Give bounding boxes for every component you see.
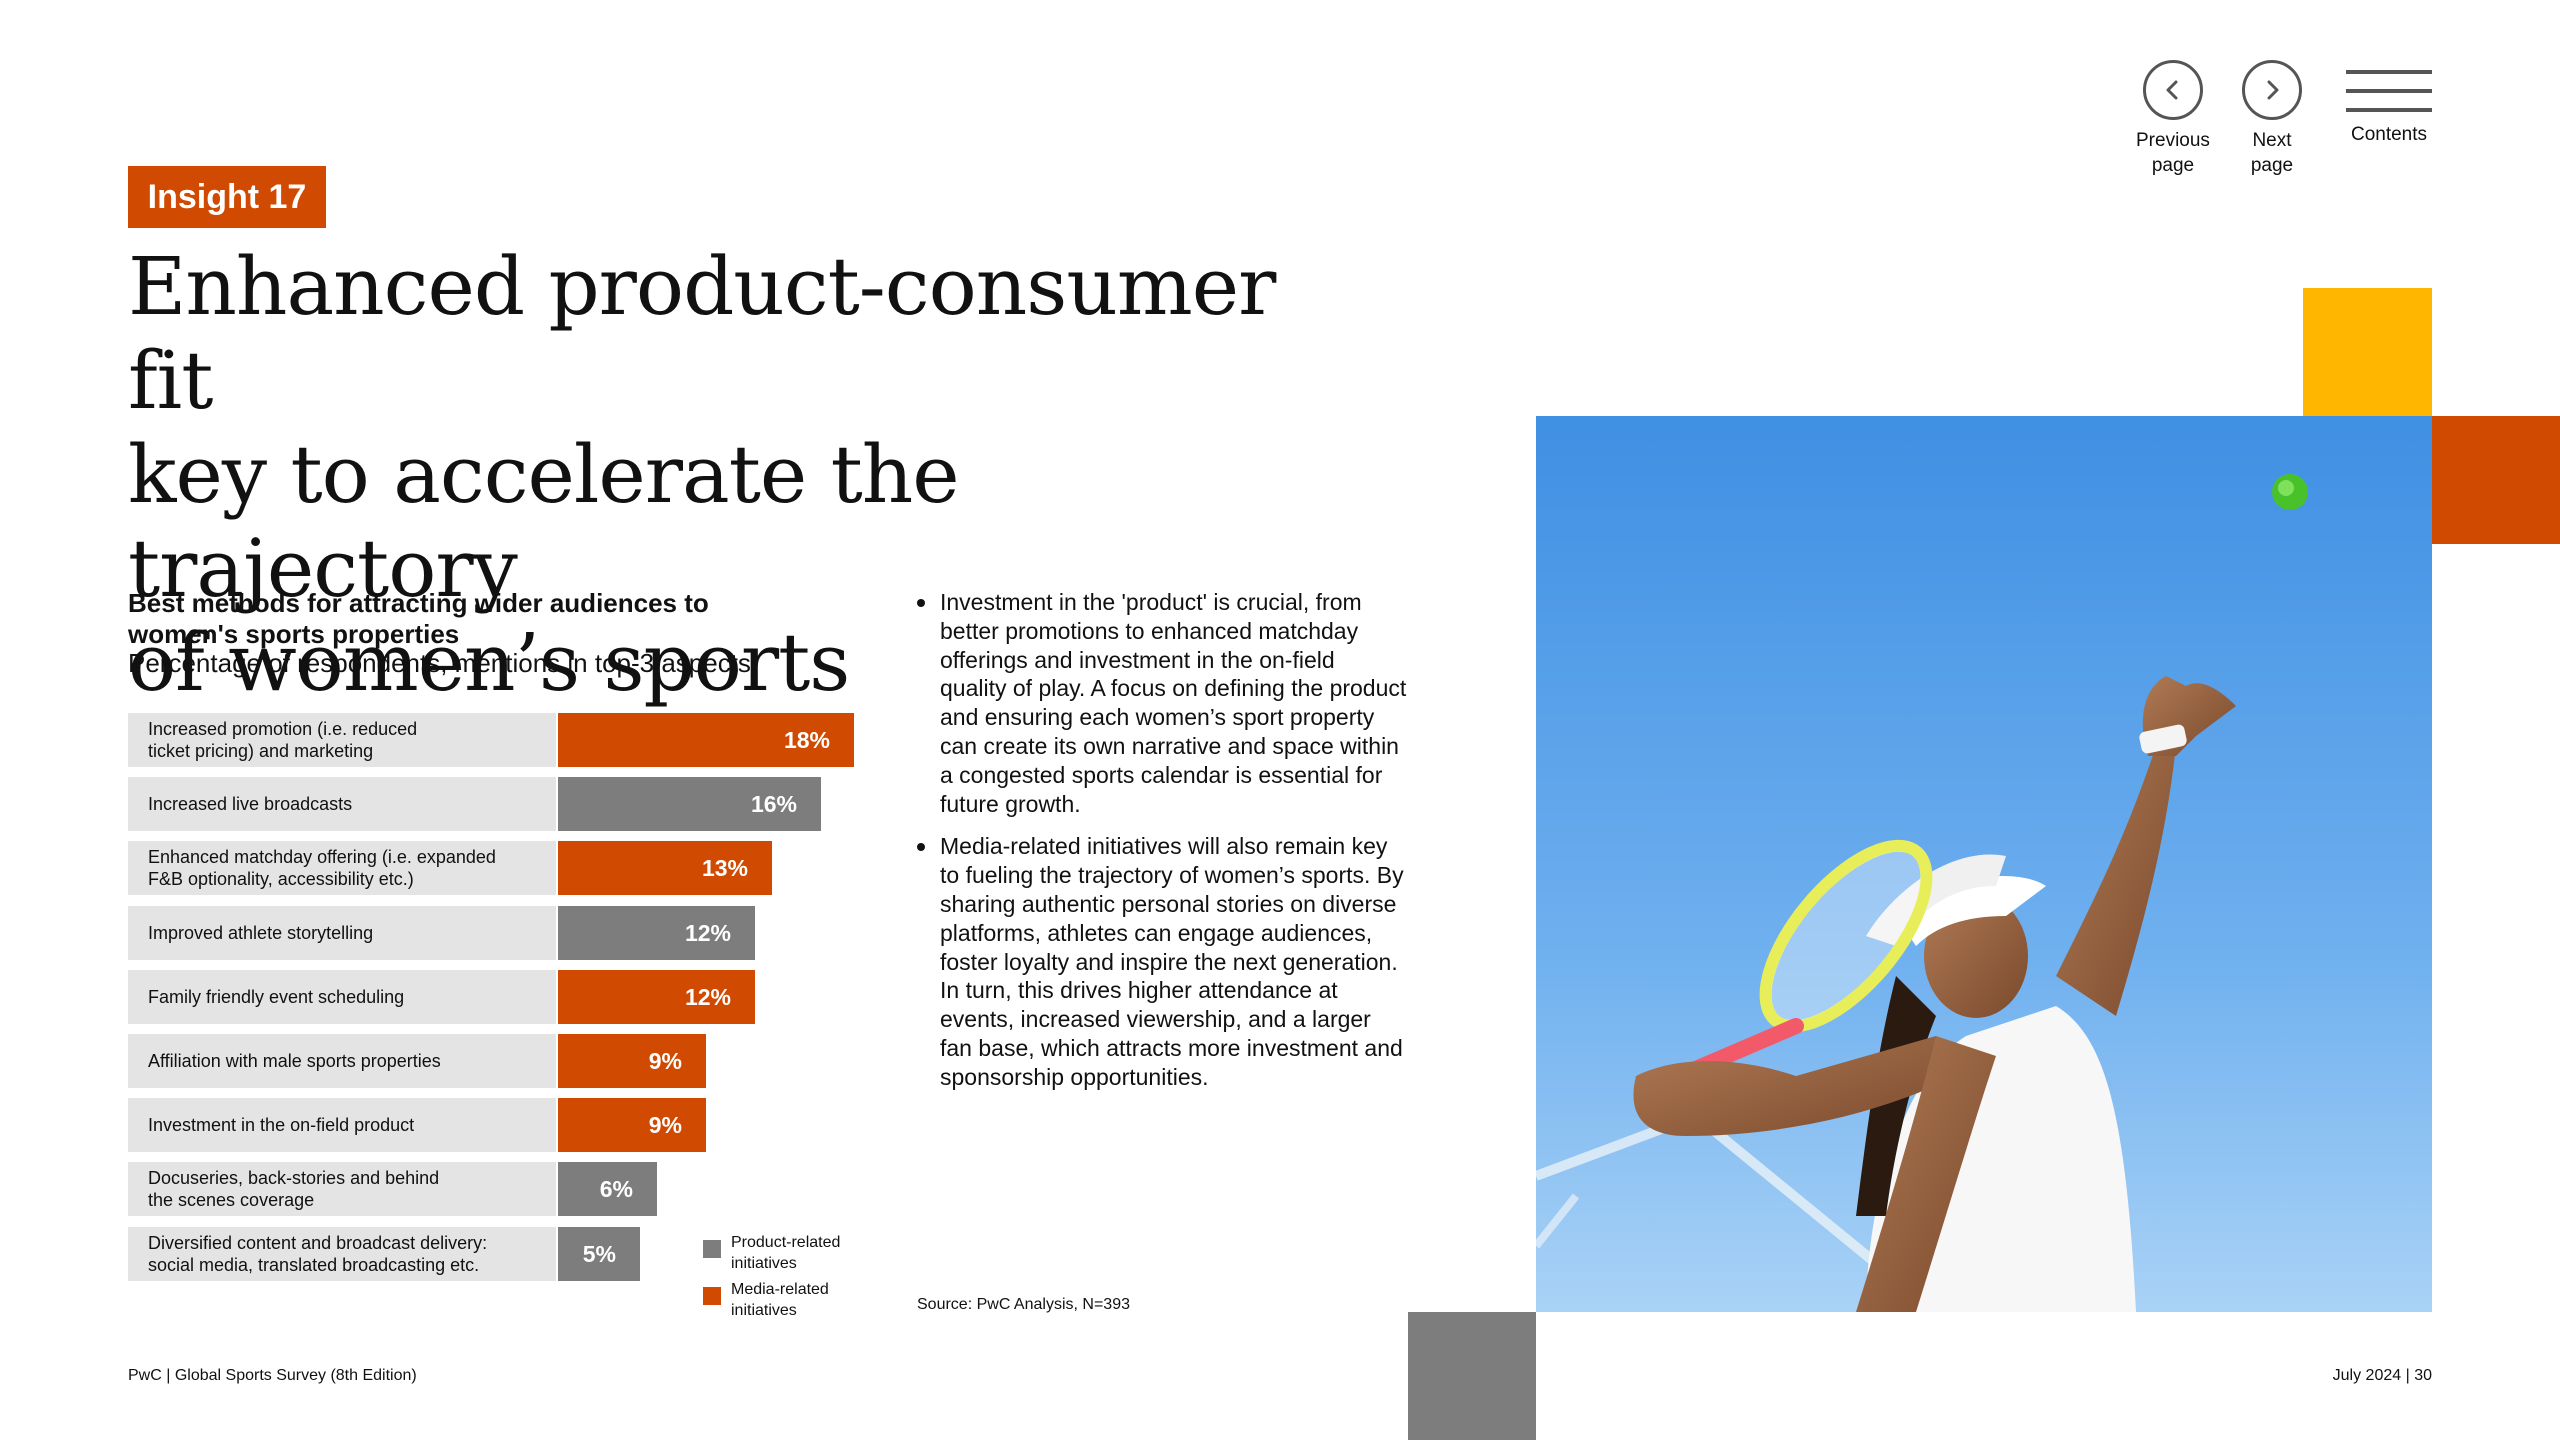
bar-row: Family friendly event scheduling 12% [128, 969, 858, 1024]
chevron-left-icon [2142, 60, 2203, 120]
bar-value-label: 12% [684, 919, 731, 946]
bullet-icon [917, 843, 925, 852]
bar-row: Investment in the on-field product 9% [128, 1098, 858, 1153]
bar-category-label: Diversified content and broadcast delive… [148, 1232, 538, 1276]
legend-label-line: Media-related [731, 1281, 829, 1298]
bar-value-label: 5% [582, 1240, 616, 1267]
bar-category-label: Improved athlete storytelling [148, 922, 538, 944]
legend-swatch [703, 1287, 721, 1305]
bar-product: 6% [558, 1162, 657, 1217]
bar-value-label: 13% [701, 855, 748, 882]
bar-category-label-line: ticket pricing) and marketing [148, 741, 374, 761]
bar-category-label: Family friendly event scheduling [148, 986, 538, 1008]
bar-media: 9% [558, 1098, 706, 1153]
bar-category-label: Enhanced matchday offering (i.e. expande… [148, 846, 538, 890]
bar-label-background: Increased promotion (i.e. reduced ticket … [128, 713, 556, 767]
bar-media: 9% [558, 1034, 706, 1088]
previous-page-button[interactable]: Previous page [2136, 60, 2210, 178]
legend-label-line: initiatives [731, 1255, 797, 1272]
chevron-right-icon [2242, 60, 2302, 120]
bar-category-label-line: Affiliation with male sports properties [148, 1051, 441, 1071]
chart-subtitle: Percentage of respondents, mentions in t… [128, 648, 751, 678]
yellow-accent-block [2303, 288, 2432, 416]
bar-media: 13% [558, 841, 772, 896]
bar-label-background: Docuseries, back-stories and behind the s… [128, 1162, 556, 1217]
bar-row: Increased promotion (i.e. reduced ticket … [128, 713, 858, 767]
previous-page-label: Previous page [2136, 130, 2210, 176]
bar-value-label: 16% [750, 791, 797, 818]
bar-category-label-line: F&B optionality, accessibility etc.) [148, 869, 414, 890]
menu-icon [2346, 70, 2432, 116]
bar-label-background: Family friendly event scheduling [128, 969, 556, 1024]
bar-row: Diversified content and broadcast delive… [128, 1226, 858, 1281]
source-note: Source: PwC Analysis, N=393 [917, 1296, 1130, 1313]
bar-label-background: Increased live broadcasts [128, 777, 556, 832]
chart-title: Best methods for attracting wider audien… [128, 588, 709, 649]
orange-accent-block [2432, 416, 2560, 544]
footer-page-number: July 2024 | 30 [2332, 1367, 2432, 1384]
bar-label-background: Enhanced matchday offering (i.e. expande… [128, 841, 556, 896]
contents-button[interactable]: Contents [2346, 60, 2432, 147]
bar-row: Docuseries, back-stories and behind the s… [128, 1162, 858, 1217]
tennis-photo [1536, 416, 2432, 1312]
insight-bullets: Investment in the 'product' is crucial, … [917, 588, 1407, 1106]
bar-row: Increased live broadcasts 16% [128, 777, 858, 832]
bar-category-label: Docuseries, back-stories and behind the s… [148, 1167, 538, 1211]
bar-category-label-line: Investment in the on-field product [148, 1115, 415, 1136]
bar-category-label-line: Docuseries, back-stories and behind [148, 1168, 440, 1189]
insight-tag: Insight 17 [128, 166, 326, 228]
next-page-label: Next page [2250, 130, 2294, 176]
legend-label-line: Product-related [731, 1234, 841, 1251]
page-title: Enhanced product-consumer fit key to acc… [128, 240, 1276, 709]
bar-category-label: Increased promotion (i.e. reduced ticket … [148, 718, 538, 762]
bar-category-label-line: Family friendly event scheduling [148, 986, 405, 1007]
bar-row: Affiliation with male sports properties 9… [128, 1034, 858, 1088]
bar-value-label: 12% [684, 983, 731, 1010]
bar-category-label-line: Improved athlete storytelling [148, 922, 374, 943]
bar-product: 5% [558, 1226, 640, 1281]
next-page-button[interactable]: Next page [2242, 60, 2302, 178]
bar-value-label: 18% [783, 727, 830, 753]
legend-label-line: initiatives [731, 1302, 797, 1319]
contents-label: Contents [2350, 124, 2428, 145]
bar-value-label: 9% [648, 1048, 682, 1074]
bar-category-label: Increased live broadcasts [148, 793, 538, 815]
bar-value-label: 6% [599, 1176, 633, 1203]
legend-label: Media-related initiatives [731, 1279, 871, 1321]
bar-value-label: 9% [648, 1112, 682, 1139]
bar-category-label-line: Diversified content and broadcast delive… [148, 1232, 488, 1253]
bar-category-label-line: the scenes coverage [148, 1190, 315, 1211]
footer-publication: PwC | Global Sports Survey (8th Edition) [128, 1367, 417, 1384]
bar-row: Improved athlete storytelling 12% [128, 905, 858, 960]
legend-label: Product-related initiatives [731, 1232, 871, 1274]
bar-category-label: Investment in the on-field product [148, 1114, 538, 1136]
bar-media: 18% [558, 713, 854, 767]
bar-row: Enhanced matchday offering (i.e. expande… [128, 841, 858, 896]
bar-product: 12% [558, 905, 755, 960]
bar-category-label-line: Enhanced matchday offering (i.e. expande… [148, 847, 496, 868]
grey-accent-block [1408, 1312, 1536, 1440]
bar-category-label-line: social media, translated broadcasting et… [148, 1254, 480, 1275]
bar-category-label-line: Increased live broadcasts [148, 794, 353, 815]
bar-label-background: Improved athlete storytelling [128, 905, 556, 960]
bullet-item: Investment in the 'product' is crucial, … [917, 588, 1407, 818]
bullet-item: Media-related initiatives will also rema… [917, 832, 1407, 1091]
bar-media: 12% [558, 969, 755, 1024]
bar-label-background: Investment in the on-field product [128, 1098, 556, 1153]
bullet-icon [917, 599, 925, 607]
bar-category-label: Affiliation with male sports properties [148, 1050, 538, 1072]
bar-category-label-line: Increased promotion (i.e. reduced [148, 719, 418, 739]
bar-product: 16% [558, 777, 821, 832]
bar-label-background: Affiliation with male sports properties [128, 1034, 556, 1088]
legend-swatch [703, 1240, 721, 1258]
bar-label-background: Diversified content and broadcast delive… [128, 1226, 556, 1281]
